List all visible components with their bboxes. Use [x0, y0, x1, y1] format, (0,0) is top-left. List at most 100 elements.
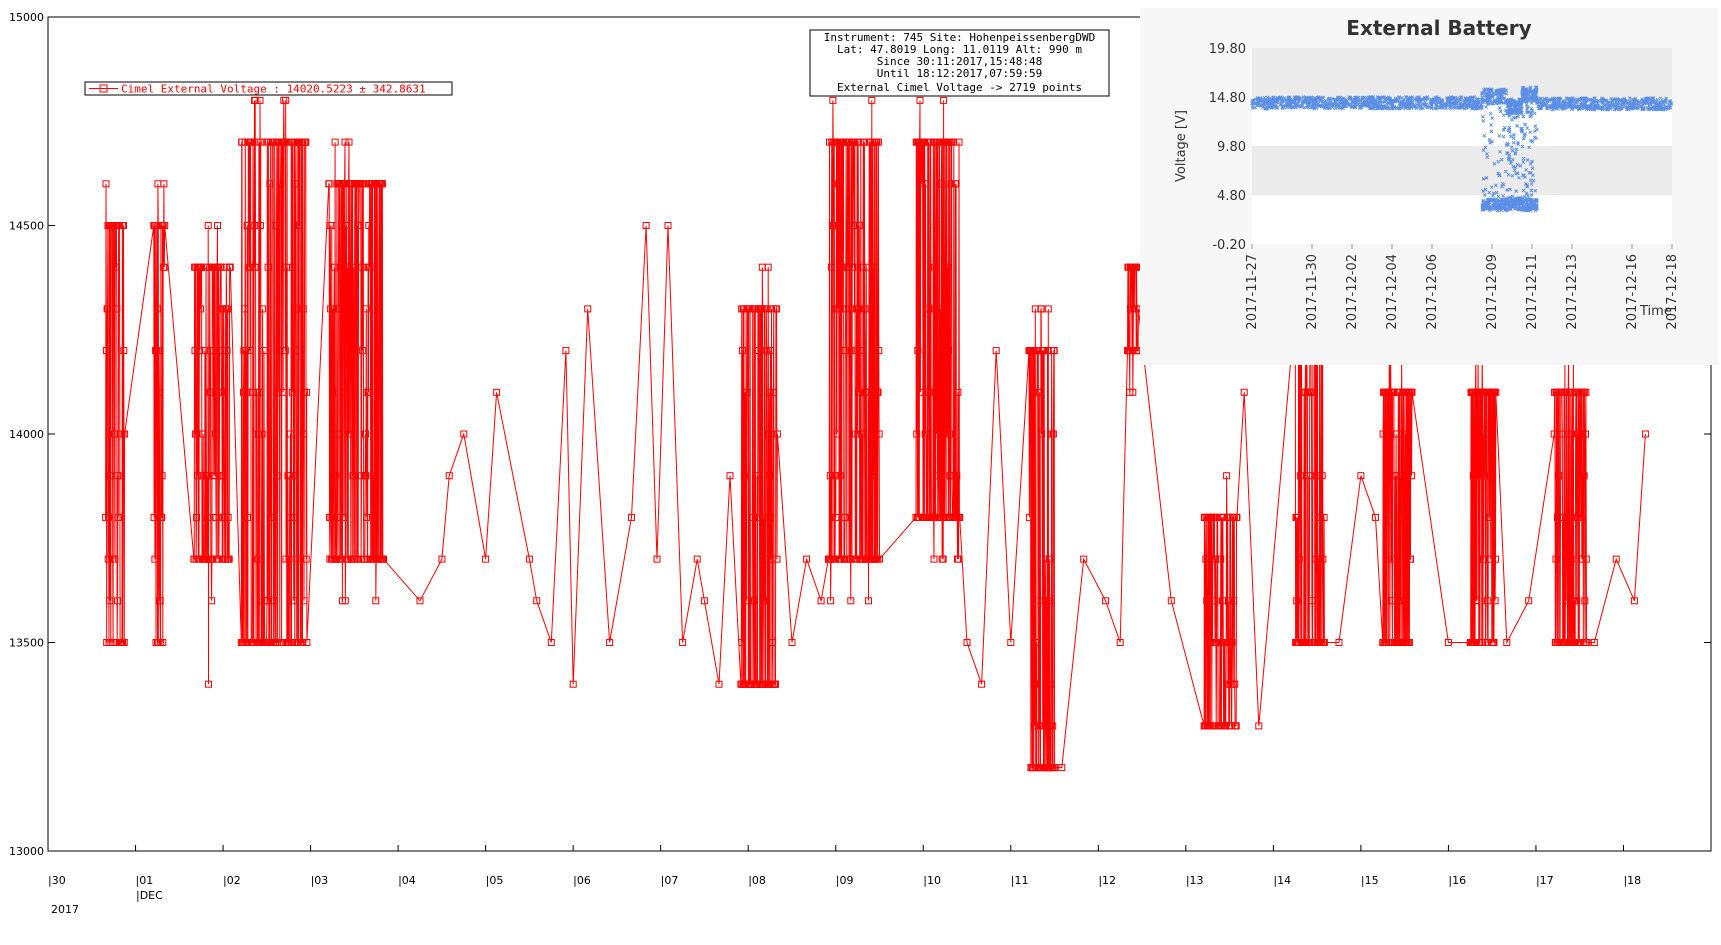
voltage-point [642, 222, 650, 229]
voltage-point [256, 222, 264, 229]
inset-y-tick-label: 14.80 [1209, 91, 1246, 106]
voltage-point [1046, 597, 1054, 605]
voltage-point [366, 263, 374, 271]
voltage-point [286, 430, 294, 438]
voltage-point [325, 180, 333, 188]
voltage-point [289, 263, 297, 271]
voltage-point [290, 513, 298, 521]
voltage-point [105, 513, 113, 521]
voltage-point [1294, 513, 1302, 521]
voltage-point [355, 222, 363, 229]
voltage-point [1486, 513, 1493, 521]
voltage-point [844, 263, 852, 271]
voltage-point [1408, 388, 1416, 396]
voltage-point [349, 472, 357, 480]
voltage-point [950, 138, 958, 146]
voltage-point [606, 639, 614, 646]
voltage-point [111, 555, 119, 563]
voltage-point [302, 138, 310, 146]
voltage-point [841, 513, 849, 521]
voltage-point [194, 472, 202, 480]
voltage-point [653, 555, 661, 563]
voltage-point [772, 680, 779, 688]
voltage-point [763, 555, 771, 563]
voltage-point [1231, 680, 1239, 688]
voltage-point [834, 305, 842, 313]
voltage-point [1582, 430, 1589, 438]
legend: Cimel External Voltage : 14020.5223 ± 34… [84, 81, 453, 96]
year-label: 2017 [51, 903, 79, 916]
voltage-point [370, 472, 378, 480]
voltage-point [160, 263, 168, 271]
voltage-point [242, 347, 250, 355]
voltage-point [1558, 430, 1566, 438]
voltage-point [1025, 513, 1033, 521]
voltage-point [378, 180, 386, 188]
voltage-point [955, 138, 963, 146]
voltage-point [764, 263, 772, 271]
voltage-point [273, 472, 281, 480]
voltage-point [1305, 472, 1313, 480]
voltage-point [111, 430, 118, 438]
voltage-point [300, 430, 308, 438]
voltage-point [953, 472, 961, 480]
voltage-point [438, 555, 446, 563]
voltage-point [221, 513, 228, 521]
voltage-point [114, 472, 122, 480]
voltage-point [1407, 555, 1414, 563]
voltage-point [1379, 430, 1387, 438]
voltage-point [1203, 597, 1211, 605]
y-tick-label: 14000 [9, 428, 44, 441]
voltage-point [282, 96, 290, 104]
voltage-point [102, 347, 110, 355]
voltage-point [1567, 430, 1575, 438]
voltage-point [1492, 555, 1499, 563]
voltage-point [1471, 639, 1479, 646]
voltage-point [193, 513, 200, 521]
voltage-point [628, 513, 635, 521]
voltage-point [226, 263, 234, 271]
voltage-point [1399, 513, 1407, 521]
voltage-point [330, 305, 338, 313]
voltage-point [212, 513, 220, 521]
voltage-point [931, 263, 939, 271]
voltage-point [1038, 430, 1046, 438]
info-box-frame [809, 29, 1110, 97]
voltage-point [153, 305, 161, 313]
voltage-point [1295, 555, 1303, 563]
y-tick-label: 13500 [9, 637, 44, 650]
voltage-point [1233, 513, 1241, 521]
voltage-point [944, 263, 952, 271]
voltage-point [120, 347, 128, 355]
voltage-point [865, 597, 872, 605]
voltage-point [769, 388, 777, 396]
voltage-point [159, 639, 167, 646]
voltage-point [1217, 555, 1225, 563]
legend-text: Cimel External Voltage : 14020.5223 ± 34… [121, 83, 426, 96]
voltage-point [198, 263, 206, 271]
voltage-point [1525, 597, 1533, 605]
voltage-point [865, 388, 873, 396]
voltage-point [832, 513, 840, 521]
voltage-point [266, 513, 274, 521]
voltage-point [1318, 472, 1326, 480]
voltage-point [266, 180, 274, 188]
voltage-point [1042, 555, 1050, 563]
y-tick-label: 15000 [9, 11, 44, 24]
voltage-point [1486, 555, 1494, 563]
voltage-point [362, 472, 370, 480]
voltage-point [208, 597, 216, 605]
voltage-point [854, 430, 862, 438]
voltage-point [1404, 472, 1411, 480]
voltage-point [833, 430, 841, 438]
voltage-point [762, 305, 770, 313]
voltage-point [277, 180, 284, 188]
voltage-point [1590, 639, 1598, 646]
voltage-point [803, 555, 811, 563]
voltage-point [362, 430, 369, 438]
voltage-point [1223, 472, 1231, 480]
voltage-point [329, 388, 336, 396]
voltage-point [1230, 597, 1238, 605]
voltage-point [562, 347, 570, 355]
inset-grid-bands [1252, 48, 1672, 244]
